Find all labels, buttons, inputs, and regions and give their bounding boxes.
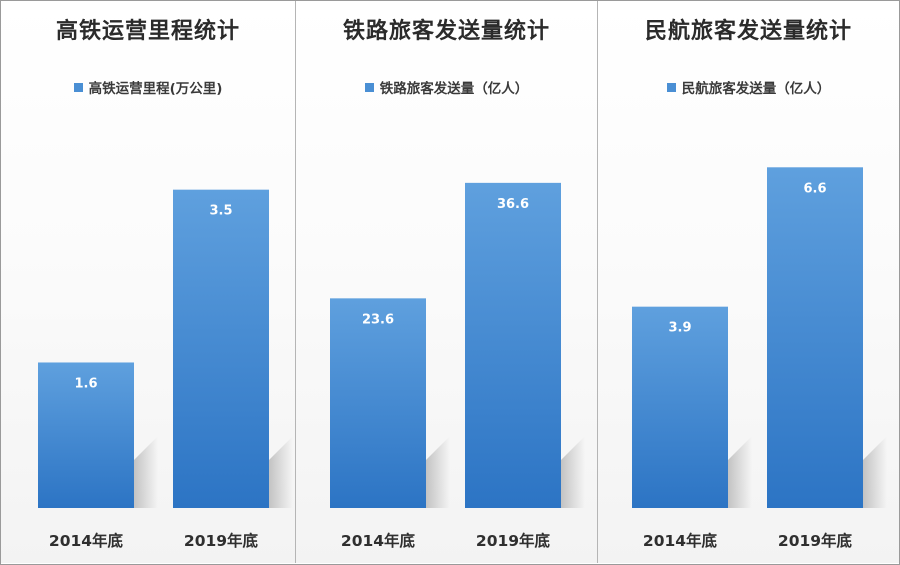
chart-title: 高铁运营里程统计 — [55, 19, 240, 44]
bar-shadow — [426, 436, 450, 508]
bar-value-label: 3.9 — [668, 321, 691, 336]
legend-swatch — [666, 83, 676, 92]
bar-value-label: 23.6 — [362, 312, 394, 327]
bar-2019年底 — [173, 189, 269, 508]
legend-label: 民航旅客发送量（亿人） — [681, 81, 831, 97]
x-tick-label: 2019年底 — [476, 531, 551, 550]
x-tick-label: 2019年底 — [184, 531, 259, 550]
bar-2014年底 — [632, 306, 728, 508]
x-tick-label: 2014年底 — [643, 531, 718, 550]
bar-shadow — [269, 436, 293, 508]
chart-panel-air-passengers: 民航旅客发送量统计 民航旅客发送量（亿人） 3.9 2014年底 6.6 2019年底 — [598, 1, 899, 563]
x-tick-label: 2019年底 — [778, 531, 853, 550]
bar-value-label: 6.6 — [803, 181, 826, 196]
x-tick-label: 2014年底 — [341, 531, 416, 550]
chart-legend: 高铁运营里程(万公里) — [1, 77, 295, 97]
bar-2014年底 — [38, 362, 134, 508]
bar-shadow — [863, 436, 887, 508]
bar-2019年底 — [767, 167, 863, 508]
bar-shadow — [134, 436, 158, 508]
chart-plot: 1.6 2014年底 3.5 2019年底 — [38, 189, 293, 550]
chart-panel-hsr-mileage: 高铁运营里程统计 高铁运营里程(万公里) 1.6 2014年底 3.5 2019年底 — [1, 1, 295, 563]
bar-value-label: 36.6 — [497, 197, 529, 212]
chart-legend: 民航旅客发送量（亿人） — [598, 77, 899, 97]
chart-legend: 铁路旅客发送量（亿人） — [296, 77, 597, 97]
bar-2014年底 — [330, 298, 426, 508]
bar-shadow — [561, 436, 585, 508]
x-tick-label: 2014年底 — [49, 531, 124, 550]
chart-title: 铁路旅客发送量统计 — [342, 19, 550, 44]
panel-divider — [295, 1, 296, 563]
chart-plot: 3.9 2014年底 6.6 2019年底 — [632, 167, 887, 550]
bar-shadow — [728, 436, 752, 508]
chart-panel-rail-passengers: 铁路旅客发送量统计 铁路旅客发送量（亿人） 23.6 2014年底 36.6 2019… — [296, 1, 597, 563]
chart-title: 民航旅客发送量统计 — [644, 19, 852, 44]
legend-swatch — [364, 83, 374, 92]
panel-divider — [597, 1, 598, 563]
bar-2019年底 — [465, 182, 561, 508]
chart-plot: 23.6 2014年底 36.6 2019年底 — [330, 182, 585, 550]
legend-swatch — [73, 83, 83, 92]
legend-label: 高铁运营里程(万公里) — [88, 81, 223, 97]
bar-value-label: 1.6 — [74, 376, 97, 391]
bar-value-label: 3.5 — [209, 204, 232, 219]
legend-label: 铁路旅客发送量（亿人） — [379, 81, 529, 97]
